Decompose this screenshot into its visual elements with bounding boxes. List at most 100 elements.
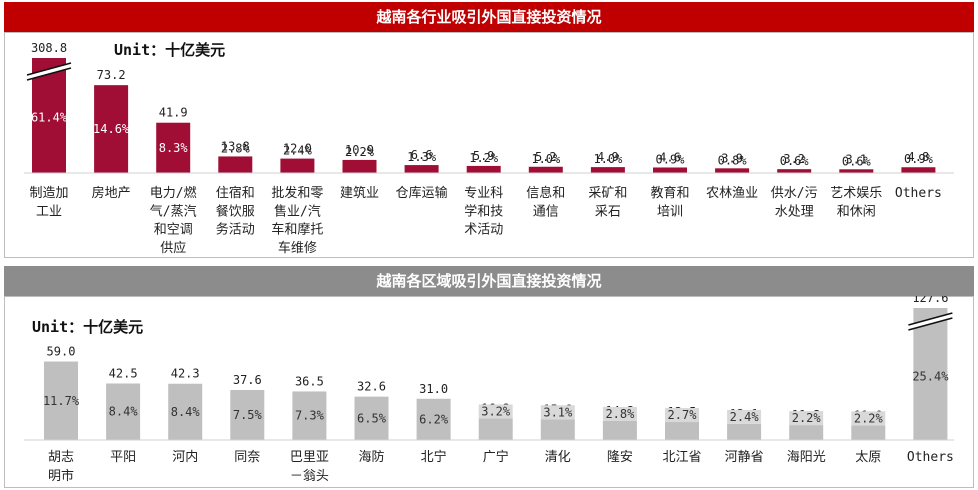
region-category-label-6-line-1: 海防 [358, 449, 384, 465]
industry-category-label-8-line-1: 专业科 [464, 186, 503, 201]
industry-category-label-3-line-3: 和空调 [154, 223, 193, 238]
region-category-label-8-line-1: 广宁 [483, 449, 509, 465]
region-bar-7 [416, 398, 451, 440]
industry-category-label-5-line-3: 车和摩托 [271, 222, 323, 238]
industry-share-label-15: 0.9% [904, 152, 934, 166]
region-category-label-1-line-2: 明市 [48, 468, 74, 484]
industry-bar-8 [466, 165, 501, 173]
industry-category-label-14-line-1: 艺术娱乐 [830, 186, 882, 201]
industry-bar-7 [404, 165, 439, 173]
industry-value-label-3: 41.9 [159, 106, 188, 120]
region-value-label-2: 42.5 [109, 366, 138, 380]
industry-value-label-7: 6.6 [411, 148, 433, 162]
industry-share-label-4: 2.8% [221, 141, 251, 155]
region-share-chip-11 [665, 408, 699, 423]
region-category-label-3-line-1: 河内 [172, 449, 198, 465]
industry-value-label-9: 5.2 [535, 150, 557, 164]
region-panel: 越南各区域吸引外国直接投资情况 Unit：十亿美元 59.0 11.7% 胡志 明市 4… [4, 266, 974, 488]
industry-category-label-11-line-1: 教育和 [650, 185, 689, 201]
industry-panel: 越南各行业吸引外国直接投资情况 Unit：十亿美元 308.8 61.4% 制造加工… [4, 2, 974, 258]
industry-share-label-5: 2.4% [283, 144, 313, 158]
industry-category-label-2-line-1: 房地产 [92, 185, 131, 201]
industry-axis-break-gap [27, 63, 71, 80]
industry-chart-frame [4, 32, 974, 258]
industry-bar-14 [839, 169, 874, 173]
industry-category-label-12-line-1: 农林渔业 [706, 186, 758, 201]
region-unit-label: Unit：十亿美元 [32, 318, 144, 336]
industry-value-label-2: 73.2 [97, 68, 126, 82]
industry-category-label-1-line-1: 制造加 [29, 186, 68, 201]
region-axis-break-line-upper [908, 312, 953, 326]
industry-unit-label: Unit：十亿美元 [114, 41, 226, 59]
industry-bar-3 [156, 122, 191, 173]
industry-chart-title: 越南各行业吸引外国直接投资情况 [4, 2, 974, 32]
industry-bar-6 [342, 159, 377, 173]
region-share-label-1: 11.7% [43, 394, 80, 408]
region-bar-9 [540, 419, 575, 440]
industry-category-label-5-line-2: 售业/汽 [274, 203, 321, 219]
industry-axis-break-line-lower [26, 67, 72, 81]
region-category-label-2-line-1: 平阳 [110, 450, 136, 465]
industry-category-label-9-line-2: 通信 [533, 204, 559, 219]
industry-category-label-8-line-3: 术活动 [464, 223, 503, 238]
region-bar-3 [168, 383, 203, 440]
region-value-label-5: 36.5 [295, 374, 324, 388]
region-value-label-4: 37.6 [233, 373, 262, 387]
industry-share-label-6: 2.2% [345, 145, 375, 159]
region-bar-13 [789, 425, 824, 440]
industry-category-label-9-line-1: 信息和 [526, 185, 565, 201]
industry-category-label-1-line-2: 工业 [36, 204, 62, 219]
region-axis-break-line-lower [908, 317, 953, 331]
region-share-label-5: 7.3% [295, 409, 325, 423]
industry-bar-15 [901, 167, 936, 173]
industry-category-label-3-line-1: 电力/燃 [150, 185, 197, 201]
industry-category-label-4-line-3: 务活动 [216, 222, 255, 238]
industry-value-label-14: 3.1 [845, 152, 867, 166]
industry-value-label-4: 13.8 [221, 139, 250, 153]
region-bar-12 [727, 423, 762, 440]
region-category-label-7-line-1: 北宁 [421, 449, 447, 465]
region-category-label-1-line-1: 胡志 [48, 450, 74, 465]
industry-bar-4 [218, 156, 253, 173]
industry-value-label-10: 4.9 [597, 150, 619, 164]
industry-share-label-12: 0.8% [718, 153, 748, 167]
region-bar-8 [478, 418, 513, 440]
industry-axis-break-line-upper [26, 62, 72, 76]
region-share-chip-8 [478, 404, 513, 419]
industry-share-label-13: 0.6% [780, 154, 810, 168]
region-share-label-4: 7.5% [233, 408, 263, 422]
region-share-chip-9 [540, 405, 575, 420]
industry-bar-10 [590, 167, 625, 173]
industry-bar-5 [280, 158, 315, 173]
region-category-label-12-line-1: 河静省 [725, 450, 764, 465]
region-category-label-11-line-1: 北江省 [662, 450, 701, 465]
region-chart-title: 越南各区域吸引外国直接投资情况 [4, 266, 974, 296]
industry-value-label-6: 10.9 [345, 143, 374, 157]
region-share-label-12: 2.4% [730, 410, 760, 424]
region-share-label-13: 2.2% [792, 411, 822, 425]
region-share-label-15: 25.4% [912, 370, 949, 384]
region-category-label-13-line-1: 海阳光 [787, 450, 826, 465]
industry-bar-12 [715, 168, 750, 173]
region-category-label-5-line-2: －翁头 [290, 469, 329, 484]
region-bar-2 [106, 383, 141, 440]
industry-category-label-10-line-2: 采石 [595, 204, 621, 219]
region-share-label-3: 8.4% [171, 405, 201, 419]
industry-value-label-12: 3.9 [721, 151, 743, 165]
industry-value-label-11: 4.6 [659, 150, 681, 164]
region-share-label-2: 8.4% [109, 405, 139, 419]
region-value-label-6: 32.6 [357, 380, 386, 394]
region-category-label-9-line-1: 清化 [545, 450, 571, 465]
industry-category-label-5-line-4: 车维修 [278, 240, 317, 256]
region-axis-break-gap [908, 313, 953, 330]
industry-category-label-7-line-1: 仓库运输 [396, 185, 448, 201]
industry-value-label-8: 5.9 [473, 149, 495, 163]
industry-category-label-13-line-2: 水处理 [775, 204, 814, 219]
industry-category-label-13-line-1: 供水/污 [771, 186, 818, 201]
region-share-label-11: 2.7% [668, 408, 698, 422]
region-share-chip-13 [789, 411, 824, 426]
industry-bar-9 [528, 166, 563, 173]
industry-bar-11 [653, 167, 687, 173]
